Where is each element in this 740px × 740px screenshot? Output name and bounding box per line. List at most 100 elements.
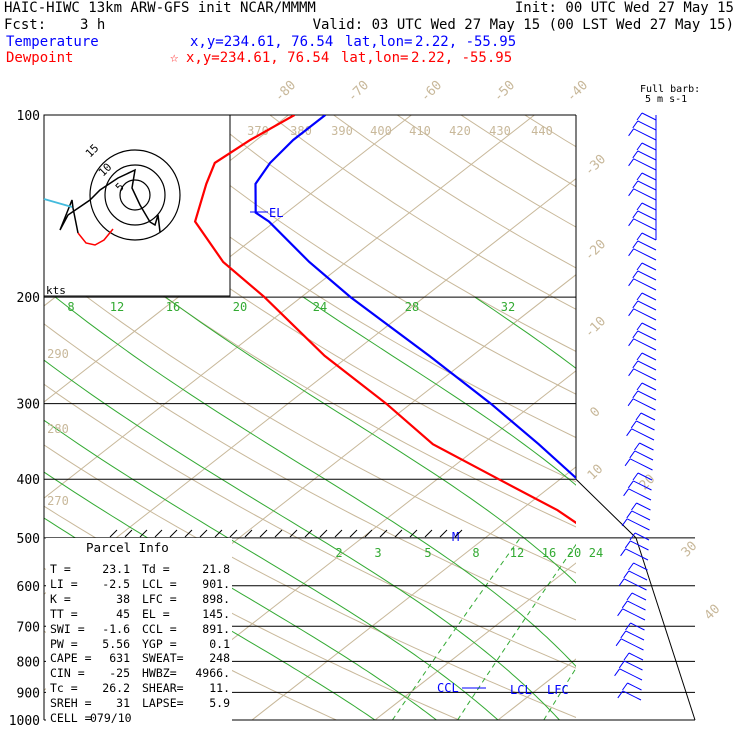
- parcel-key: LFC =: [142, 591, 177, 606]
- wind-barb: [637, 472, 653, 481]
- parcel-key: SWI =: [50, 621, 85, 636]
- wind-barb: [637, 150, 657, 161]
- dry-adiabat-line: [44, 444, 576, 719]
- parcel-key: EL =: [142, 606, 170, 621]
- profile-lines: [193, 115, 576, 525]
- wind-barb-flag: [623, 652, 630, 661]
- moist-adiabat-line: [165, 296, 576, 584]
- wind-barb: [630, 622, 645, 631]
- dry-adiabat-line: [142, 115, 576, 395]
- barb-legend-value: 5 m s-1: [645, 94, 688, 105]
- lfc-label: LFC: [547, 683, 569, 697]
- wind-barb-flag: [628, 562, 634, 571]
- wind-barb-flag: [636, 202, 643, 211]
- wind-barb-flag: [636, 232, 643, 241]
- hodograph-ring: [104, 164, 166, 226]
- temperature-label: -70: [345, 78, 372, 105]
- freezing-hatch: [409, 529, 418, 538]
- wind-barb-flag: [632, 330, 639, 339]
- pressure-label: 800: [17, 655, 40, 670]
- wind-barb: [634, 450, 654, 461]
- parcel-key: YGP =: [142, 636, 177, 651]
- wind-barb: [641, 202, 657, 211]
- dry-adiabat-line: [716, 115, 740, 733]
- parcel-row: CELL = 079/10: [50, 711, 232, 725]
- wind-barb: [625, 630, 645, 641]
- wind-barb: [633, 480, 652, 491]
- wind-barb-flag: [628, 158, 635, 167]
- parcel-value: 21.8: [202, 562, 230, 576]
- mixing-ratio-line: [703, 538, 740, 720]
- dewpoint-star-icon: ☆: [170, 50, 179, 66]
- wind-barb: [641, 322, 657, 331]
- parcel-key: HWBZ=: [142, 666, 177, 681]
- dry-adiabat-lines: [44, 115, 740, 733]
- theta-label: 280: [47, 422, 69, 436]
- dewpoint-xy: x,y=234.61, 76.54: [186, 50, 330, 66]
- dry-adiabat-line: [652, 115, 740, 733]
- moist-adiabat-line: [670, 297, 740, 720]
- theta-label: 380: [290, 124, 312, 138]
- mixing-ratio-line: [457, 543, 576, 720]
- wind-barb-flag: [636, 172, 643, 181]
- parcel-key: PW =: [50, 636, 78, 651]
- parcel-row: SWI = -1.6 CCL = 891.: [50, 622, 232, 636]
- pressure-label: 300: [17, 398, 40, 413]
- wind-barb: [637, 270, 657, 281]
- temperature-line: [254, 115, 576, 480]
- theta-label: 410: [409, 124, 431, 138]
- temperature-label: -40: [564, 78, 591, 105]
- wind-barb-flag: [632, 270, 639, 279]
- isotherm-line: [44, 115, 412, 403]
- wind-barb: [637, 300, 657, 311]
- parcel-key: K =: [50, 591, 71, 606]
- wind-barb-flag: [635, 412, 642, 421]
- dry-adiabat-line: [78, 115, 576, 439]
- pressure-label: 700: [17, 620, 40, 635]
- parcel-value: 145.: [202, 606, 230, 621]
- parcel-key: TT =: [50, 606, 78, 621]
- el-label: EL: [269, 206, 283, 220]
- hodograph-ring: [89, 149, 181, 241]
- wind-barb-flag: [632, 300, 639, 309]
- level-markers: ELCCLLCLLFCM: [109, 206, 569, 697]
- wind-barb-flag: [628, 308, 635, 317]
- freezing-hatch: [199, 529, 208, 538]
- pressure-label: 200: [17, 291, 40, 306]
- wind-barb-flag: [624, 458, 631, 467]
- parcel-value: 23.1: [102, 562, 130, 576]
- init-time: Init: 00 UTC Wed 27 May 15: [514, 0, 734, 16]
- wind-barb: [631, 510, 651, 521]
- parcel-value: 4966.: [195, 666, 230, 681]
- mixing-ratio-top-label: 24: [313, 300, 327, 314]
- parcel-value: 631: [109, 651, 130, 666]
- wind-barb: [633, 158, 657, 171]
- temperature-label: 0: [587, 404, 603, 420]
- wind-barb: [633, 188, 657, 201]
- temperature-label: -50: [491, 78, 518, 105]
- temperature-label: -10: [582, 314, 609, 341]
- wind-barb-flag: [636, 352, 643, 361]
- parcel-value: 26.2: [102, 681, 130, 696]
- wind-barb-flag: [628, 188, 635, 197]
- freezing-hatch: [454, 529, 463, 538]
- wind-barb-flag: [615, 638, 622, 647]
- parcel-info-panel: Parcel Info T = 23.1 Td = 21.8 LI = -2.5 LCL =…: [46, 538, 232, 725]
- wind-barb-flag: [632, 240, 639, 249]
- wind-barb-flag: [630, 420, 637, 429]
- freezing-hatch: [184, 529, 193, 538]
- wind-barb: [625, 548, 649, 561]
- freezing-hatch: [274, 529, 283, 538]
- dry-adiabat-line: [524, 115, 576, 148]
- pressure-label: 100: [17, 109, 40, 124]
- wind-barb-flag: [628, 128, 635, 137]
- dry-adiabat-line: [44, 141, 576, 483]
- freezing-hatch: [109, 529, 118, 538]
- parcel-row: T = 23.1 Td = 21.8: [50, 562, 232, 576]
- parcel-value: -2.5: [102, 576, 130, 591]
- wind-barb: [633, 368, 657, 381]
- dry-adiabat-line: [397, 115, 576, 228]
- wind-barb-flag: [626, 592, 633, 601]
- isotherm-line: [374, 562, 576, 720]
